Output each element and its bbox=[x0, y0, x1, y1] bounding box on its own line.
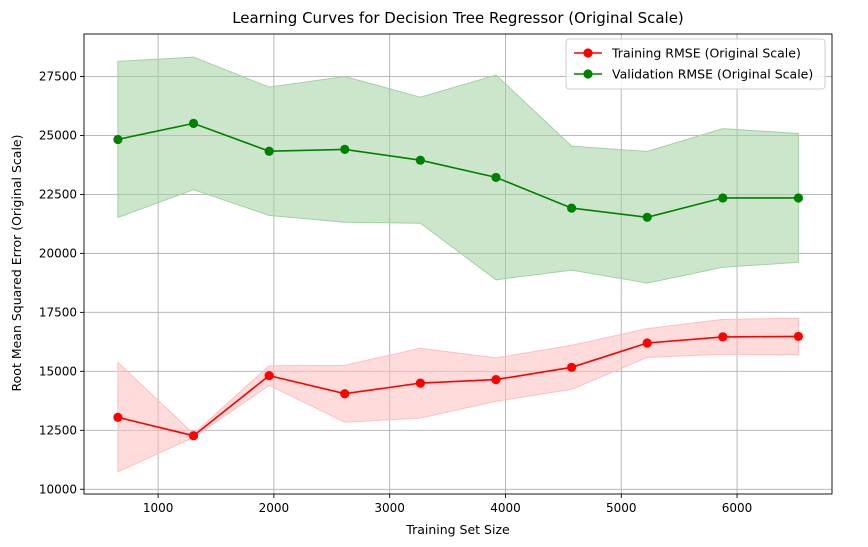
y-tick-label: 17500 bbox=[39, 305, 77, 319]
series-0-point bbox=[718, 332, 728, 342]
series-1-point bbox=[566, 203, 577, 213]
series-0-point bbox=[491, 374, 501, 385]
series-0-point bbox=[188, 431, 199, 441]
y-axis-label: Root Mean Squared Error (Original Scale) bbox=[9, 135, 24, 392]
series-1-point bbox=[340, 144, 350, 154]
legend: Training RMSE (Original Scale) Validation… bbox=[565, 38, 826, 90]
series-0-point bbox=[340, 389, 350, 399]
y-tick-label: 22500 bbox=[39, 187, 77, 201]
legend-marker-1 bbox=[583, 69, 593, 79]
plot-frame bbox=[83, 33, 833, 495]
series-1-line bbox=[117, 122, 799, 219]
legend-marker-0 bbox=[583, 48, 593, 58]
x-tick-label: 4000 bbox=[490, 501, 521, 515]
x-tick-label: 2000 bbox=[259, 501, 290, 515]
series-0-point bbox=[642, 338, 652, 348]
y-tick-label: 12500 bbox=[39, 423, 77, 437]
series-0-point bbox=[566, 362, 577, 372]
series-1-point bbox=[188, 118, 199, 129]
series-1-point bbox=[718, 193, 728, 203]
y-axis-ticks: 10000 12500 15000 17500 20000 22500 25000 27500 bbox=[39, 69, 84, 496]
series-1-point bbox=[264, 146, 274, 156]
x-tick-label: 5000 bbox=[606, 501, 637, 515]
legend-box bbox=[565, 38, 826, 90]
y-tick-label: 27500 bbox=[39, 69, 77, 83]
series-1-point bbox=[793, 193, 804, 203]
chart-title: Learning Curves for Decision Tree Regres… bbox=[232, 9, 684, 27]
series-0-line bbox=[117, 335, 799, 437]
x-axis-label: Training Set Size bbox=[405, 522, 510, 537]
series-lines bbox=[117, 122, 799, 437]
series-1-std-band bbox=[117, 56, 799, 284]
series-points bbox=[113, 118, 804, 441]
x-tick-label: 6000 bbox=[722, 501, 753, 515]
y-tick-label: 25000 bbox=[39, 128, 77, 142]
series-0-point bbox=[793, 331, 804, 342]
series-0-point bbox=[264, 370, 274, 381]
series-1-point bbox=[642, 212, 652, 222]
legend-label-1: Validation RMSE (Original Scale) bbox=[612, 67, 813, 82]
y-tick-label: 10000 bbox=[39, 482, 77, 496]
series-1-point bbox=[113, 134, 123, 145]
series-0-point bbox=[415, 378, 425, 388]
x-tick-label: 1000 bbox=[143, 501, 174, 515]
x-tick-label: 3000 bbox=[374, 501, 405, 515]
series-0-point bbox=[113, 412, 123, 422]
y-tick-label: 15000 bbox=[39, 364, 77, 378]
series-0-std-band bbox=[117, 317, 799, 473]
series-1-point bbox=[415, 155, 425, 165]
series-1-point bbox=[491, 172, 501, 183]
legend-label-0: Training RMSE (Original Scale) bbox=[611, 46, 801, 61]
error-bands bbox=[117, 56, 799, 473]
y-tick-label: 20000 bbox=[39, 246, 77, 260]
x-axis-ticks: 1000 2000 3000 4000 5000 6000 bbox=[143, 494, 752, 515]
